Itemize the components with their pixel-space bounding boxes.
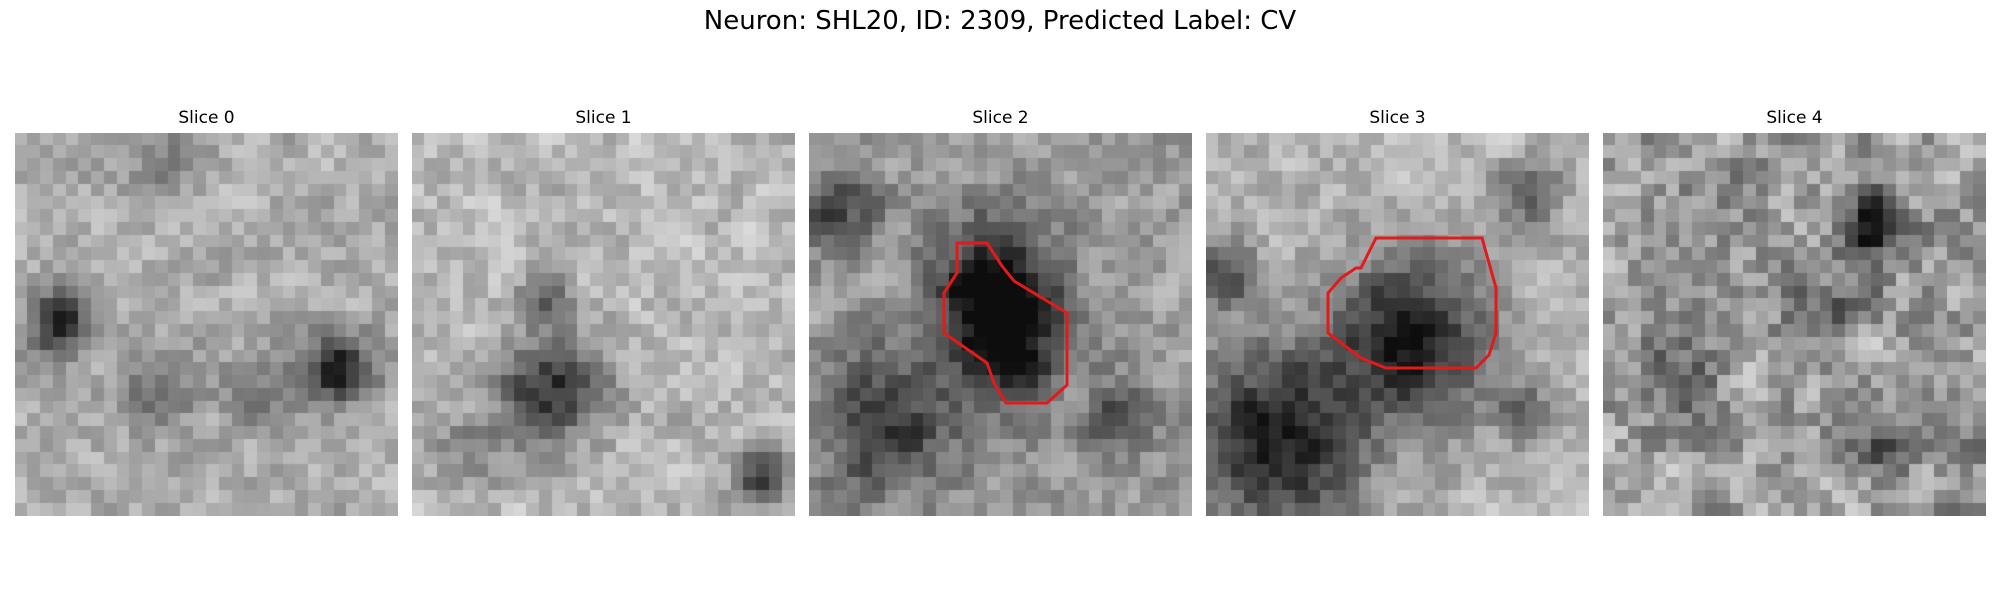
slice-image-1 (412, 133, 795, 516)
slice-panel-3: Slice 3 (1206, 108, 1589, 524)
slice-image-3 (1206, 133, 1589, 516)
slice-panel-2: Slice 2 (809, 108, 1192, 524)
slice-title-0: Slice 0 (178, 108, 235, 128)
slice-title-2: Slice 2 (972, 108, 1029, 128)
slice-title-1: Slice 1 (575, 108, 632, 128)
slice-image-4 (1603, 133, 1986, 516)
slice-panel-4: Slice 4 (1603, 108, 1986, 524)
slice-title-4: Slice 4 (1766, 108, 1823, 128)
slice-title-3: Slice 3 (1369, 108, 1426, 128)
figure-title: Neuron: SHL20, ID: 2309, Predicted Label… (703, 6, 1297, 36)
slice-panel-0: Slice 0 (15, 108, 398, 524)
slice-image-0 (15, 133, 398, 516)
slice-panel-1: Slice 1 (412, 108, 795, 524)
slice-image-2 (809, 133, 1192, 516)
